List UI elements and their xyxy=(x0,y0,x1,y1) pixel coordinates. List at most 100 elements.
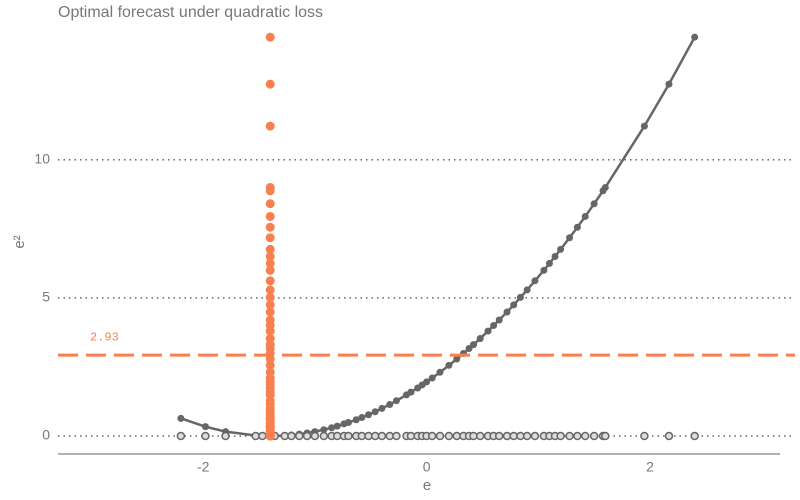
loss-point xyxy=(557,245,565,253)
loss-point xyxy=(495,316,503,324)
loss-point xyxy=(320,426,328,434)
error-point xyxy=(589,431,599,441)
loss-curve xyxy=(180,36,696,438)
loss-point xyxy=(358,414,366,422)
error-point xyxy=(332,431,342,441)
error-point xyxy=(201,431,210,441)
loss-point xyxy=(551,253,559,261)
loss-point xyxy=(484,327,492,335)
x-tick-label: 2 xyxy=(646,459,654,475)
loss-point xyxy=(371,408,379,416)
loss-point xyxy=(328,424,336,432)
forecast-loss-point xyxy=(265,334,275,344)
error-point xyxy=(427,431,437,441)
loss-point xyxy=(453,355,461,363)
forecast-loss-point xyxy=(265,276,275,286)
forecast-loss-point xyxy=(265,222,275,232)
mean-loss-label: 2.93 xyxy=(90,330,119,344)
error-point xyxy=(573,431,582,441)
error-point xyxy=(565,431,574,441)
loss-point xyxy=(490,322,498,330)
loss-point xyxy=(352,416,360,424)
error-point xyxy=(664,431,674,441)
error-point xyxy=(385,431,394,441)
forecast-loss-point xyxy=(265,265,275,275)
loss-point xyxy=(573,223,581,231)
loss-point xyxy=(516,293,524,301)
error-point xyxy=(556,431,565,441)
error-point xyxy=(530,431,540,441)
loss-point xyxy=(201,423,209,431)
y-axis-label: e² xyxy=(11,235,28,248)
forecast-loss-point xyxy=(265,32,275,42)
y-tick-label: 5 xyxy=(42,289,50,305)
loss-point xyxy=(540,266,548,274)
loss-point xyxy=(665,80,673,88)
forecast-loss-point xyxy=(265,285,275,295)
error-point xyxy=(319,431,329,441)
loss-point xyxy=(344,419,352,427)
forecast-loss-point xyxy=(265,300,275,310)
error-point xyxy=(469,431,478,441)
loss-point xyxy=(566,234,574,242)
error-point xyxy=(176,431,186,441)
error-point xyxy=(522,431,532,441)
loss-point xyxy=(510,301,518,309)
loss-point xyxy=(386,401,394,409)
error-point xyxy=(406,431,416,441)
y-tick-label: 10 xyxy=(34,151,50,167)
loss-point xyxy=(503,308,511,316)
forecast-loss-point xyxy=(265,79,275,89)
loss-point xyxy=(581,212,589,220)
error-point xyxy=(502,431,512,441)
loss-point xyxy=(590,200,598,208)
error-point xyxy=(475,431,485,441)
chart-title: Optimal forecast under quadratic loss xyxy=(58,4,323,21)
error-point xyxy=(516,431,525,441)
error-point xyxy=(287,431,296,441)
forecast-loss-point xyxy=(265,199,275,209)
error-point xyxy=(377,431,387,441)
loss-point xyxy=(407,388,415,396)
error-point xyxy=(310,431,320,441)
loss-point xyxy=(445,361,453,369)
error-point xyxy=(295,431,304,441)
x-tick-label: -2 xyxy=(197,459,210,475)
forecast-loss-point xyxy=(265,244,275,254)
x-tick-label: 0 xyxy=(423,459,431,475)
forecast-loss-point xyxy=(265,360,275,370)
x-axis-label: e xyxy=(423,477,431,494)
error-point xyxy=(601,431,610,441)
forecast-loss-point xyxy=(265,121,275,131)
loss-point xyxy=(333,422,341,430)
forecast-loss-point xyxy=(265,292,275,302)
loss-point xyxy=(423,378,431,386)
loss-point xyxy=(691,33,699,41)
y-tick-label: 0 xyxy=(42,427,50,443)
loss-point xyxy=(428,374,436,382)
error-point xyxy=(392,431,401,441)
forecast-loss-point xyxy=(265,307,275,317)
error-point xyxy=(258,431,267,441)
loss-point xyxy=(365,411,373,419)
error-point xyxy=(452,431,462,441)
forecast-loss-point xyxy=(265,315,275,325)
error-point xyxy=(444,431,454,441)
error-point xyxy=(302,431,312,441)
error-point xyxy=(640,431,649,441)
error-point xyxy=(435,431,445,441)
forecast-loss-point xyxy=(265,252,275,262)
forecast-loss-point xyxy=(265,367,275,377)
loss-point xyxy=(177,414,185,422)
error-point xyxy=(221,431,230,441)
error-point xyxy=(580,431,590,441)
loss-point xyxy=(545,259,553,267)
forecast-loss-point xyxy=(265,258,275,268)
forecast-loss-point xyxy=(265,233,275,243)
loss-point xyxy=(476,335,484,343)
error-point xyxy=(344,431,353,441)
loss-point xyxy=(601,183,609,191)
error-point xyxy=(370,431,380,441)
loss-point xyxy=(640,122,648,130)
error-point xyxy=(357,431,367,441)
